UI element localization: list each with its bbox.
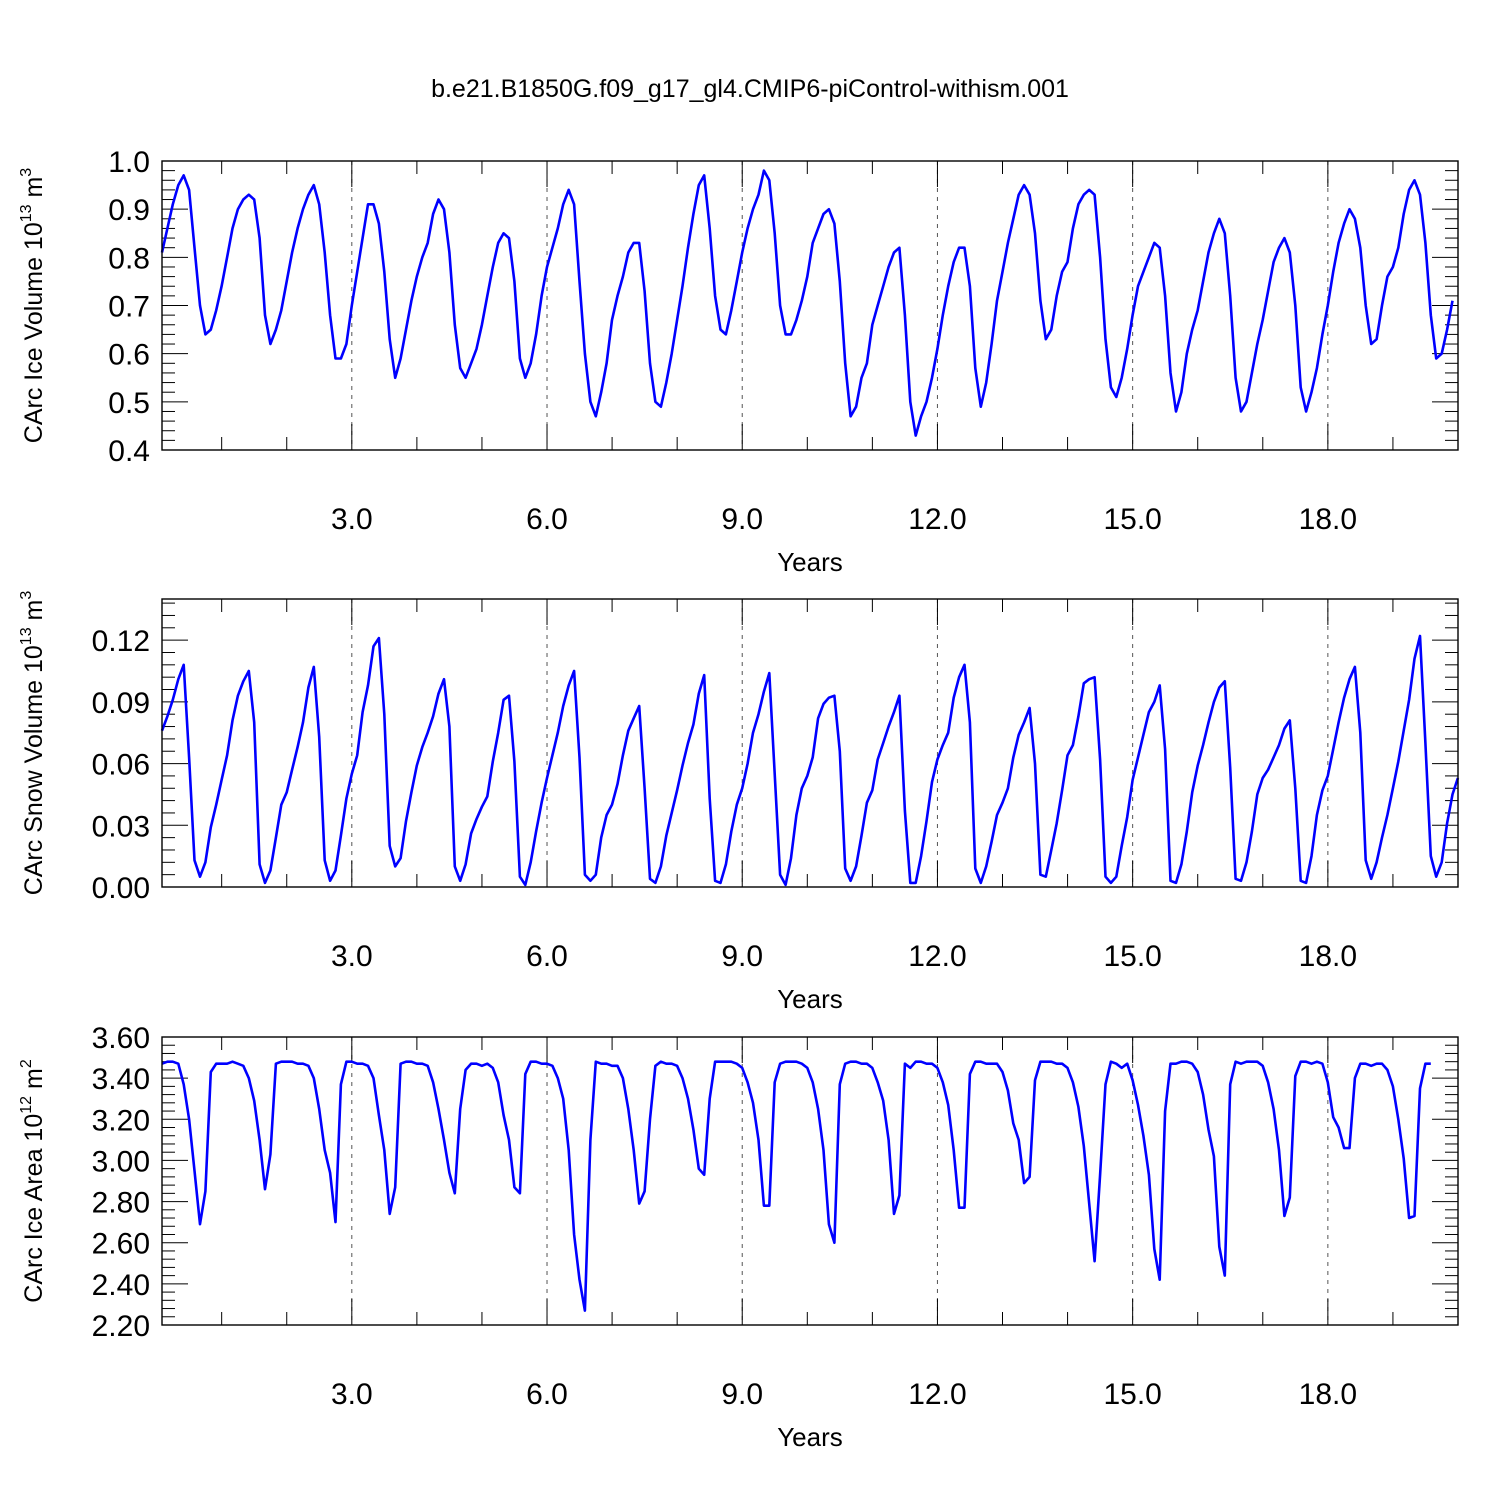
y-axis-label-text: CArc Ice Volume 10 bbox=[20, 222, 48, 443]
y-axis-label-unit: m bbox=[20, 600, 48, 628]
y-axis-label-exponent: 12 bbox=[18, 1096, 35, 1114]
panel-ice-area: 2.20 2.40 2.60 2.80 3.00 3.20 3.40 3.60 3.0 6.0 9.… bbox=[18, 1022, 1459, 1452]
plot-frame bbox=[161, 1036, 1459, 1326]
panel-ice-volume: 0.4 0.5 0.6 0.7 0.8 0.9 1.0 3.0 6.0 9.0 12.0 15.0 18… bbox=[18, 146, 1459, 577]
y-axis-label: CArc Snow Volume 1013 m3 bbox=[18, 591, 48, 896]
x-tick-label: 12.0 bbox=[908, 1378, 966, 1411]
y-tick-label: 0.12 bbox=[92, 625, 150, 658]
y-tick-label: 0.7 bbox=[108, 291, 150, 324]
y-axis-label-exponent: 13 bbox=[18, 627, 35, 645]
y-axis-label-text: CArc Ice Area 10 bbox=[20, 1114, 48, 1303]
series-line-ice-volume bbox=[160, 169, 1454, 437]
x-tick-label: 18.0 bbox=[1299, 940, 1357, 973]
x-tick-label: 6.0 bbox=[526, 1378, 568, 1411]
y-tick-label: 0.6 bbox=[108, 339, 150, 372]
y-axis-label-unit: m bbox=[20, 1068, 48, 1096]
y-axis-label-exponent: 2 bbox=[18, 1059, 35, 1068]
x-tick-label: 6.0 bbox=[526, 940, 568, 973]
plot-frame bbox=[161, 598, 1459, 888]
y-axis-label-exponent: 3 bbox=[18, 168, 35, 177]
series-line-ice-area bbox=[161, 1060, 1431, 1312]
x-tick-label: 15.0 bbox=[1103, 503, 1161, 536]
y-tick-label: 0.03 bbox=[92, 810, 150, 843]
x-tick-label: 6.0 bbox=[526, 503, 568, 536]
x-axis-label: Years bbox=[777, 984, 843, 1014]
y-tick-label: 2.60 bbox=[92, 1228, 150, 1261]
x-tick-label: 3.0 bbox=[331, 1378, 373, 1411]
x-tick-label: 15.0 bbox=[1103, 1378, 1161, 1411]
y-tick-label: 1.0 bbox=[108, 146, 150, 179]
y-tick-label: 3.20 bbox=[92, 1104, 150, 1137]
x-tick-label: 12.0 bbox=[908, 940, 966, 973]
y-tick-label: 3.60 bbox=[92, 1022, 150, 1055]
y-tick-label: 0.5 bbox=[108, 387, 150, 420]
y-tick-label: 0.8 bbox=[108, 242, 150, 275]
x-tick-label: 9.0 bbox=[721, 940, 763, 973]
y-tick-label: 0.06 bbox=[92, 749, 150, 782]
x-tick-label: 9.0 bbox=[721, 503, 763, 536]
y-tick-label: 3.40 bbox=[92, 1063, 150, 1096]
y-tick-label: 0.4 bbox=[108, 435, 150, 468]
x-tick-label: 18.0 bbox=[1299, 1378, 1357, 1411]
plot-frame bbox=[161, 160, 1459, 451]
x-tick-label: 3.0 bbox=[331, 940, 373, 973]
x-axis-label: Years bbox=[777, 547, 843, 577]
y-tick-label: 2.20 bbox=[92, 1310, 150, 1343]
y-axis-label-text: CArc Snow Volume 10 bbox=[20, 645, 48, 895]
x-tick-label: 9.0 bbox=[721, 1378, 763, 1411]
y-tick-label: 0.00 bbox=[92, 872, 150, 905]
x-tick-label: 12.0 bbox=[908, 503, 966, 536]
series-line-snow-volume bbox=[160, 634, 1460, 887]
y-axis-label-exponent: 13 bbox=[18, 204, 35, 222]
y-tick-label: 3.00 bbox=[92, 1145, 150, 1178]
x-axis-label: Years bbox=[777, 1422, 843, 1452]
y-tick-label: 2.40 bbox=[92, 1269, 150, 1302]
panel-snow-volume: 0.00 0.03 0.06 0.09 0.12 3.0 6.0 9.0 12.0 15.0 18.… bbox=[18, 591, 1460, 1014]
figure-title: b.e21.B1850G.f09_g17_gl4.CMIP6-piControl… bbox=[431, 75, 1069, 103]
y-axis-label-exponent: 3 bbox=[18, 591, 35, 600]
x-tick-label: 18.0 bbox=[1299, 503, 1357, 536]
x-tick-label: 15.0 bbox=[1103, 940, 1161, 973]
y-axis-label-unit: m bbox=[20, 177, 48, 205]
y-tick-label: 0.9 bbox=[108, 194, 150, 227]
x-tick-label: 3.0 bbox=[331, 503, 373, 536]
y-axis-label: CArc Ice Volume 1013 m3 bbox=[18, 168, 48, 444]
y-axis-label: CArc Ice Area 1012 m2 bbox=[18, 1059, 48, 1303]
y-tick-label: 2.80 bbox=[92, 1187, 150, 1220]
y-tick-label: 0.09 bbox=[92, 687, 150, 720]
